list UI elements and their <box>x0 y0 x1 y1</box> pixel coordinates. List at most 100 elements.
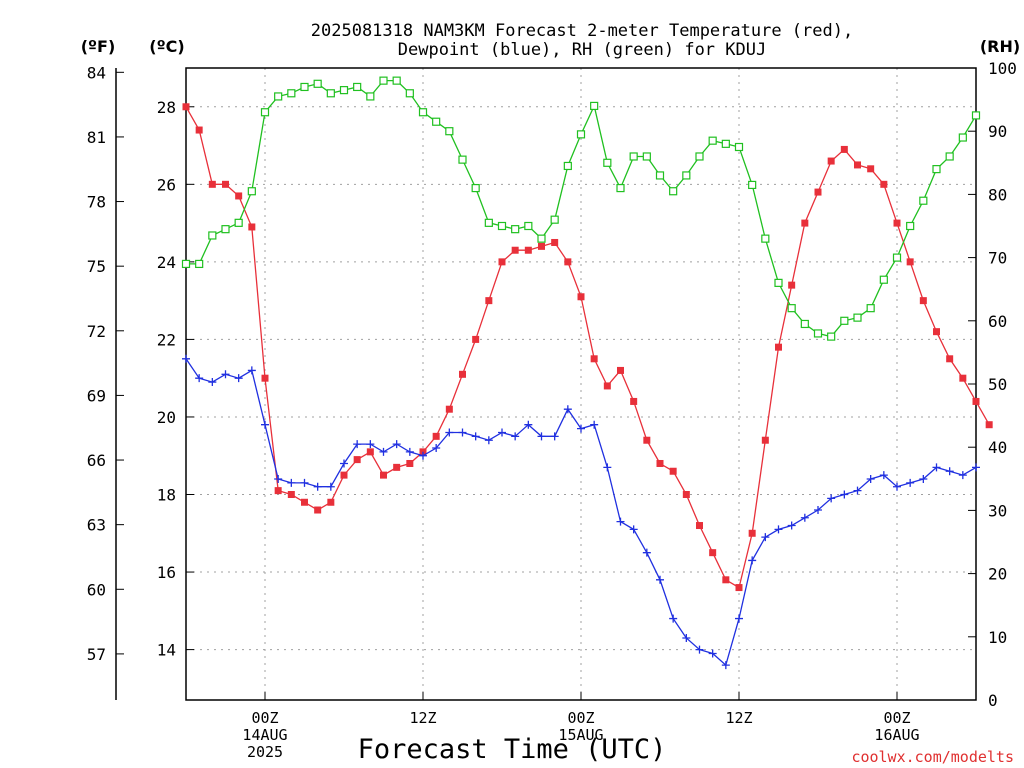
credit-label: coolwx.com/modelts <box>851 748 1014 766</box>
celsius-axis-label: (ºC) <box>149 37 184 56</box>
temperature-point <box>261 374 269 382</box>
temperature-point <box>485 297 493 305</box>
temperature-point <box>498 258 506 266</box>
rh-point <box>866 304 875 313</box>
dewpoint-point <box>866 474 875 483</box>
temperature-point <box>511 246 519 254</box>
dewpoint-point <box>195 374 204 383</box>
rh-tick-label: 40 <box>988 438 1007 457</box>
dewpoint-point <box>642 548 651 557</box>
rh-tick-label: 20 <box>988 565 1007 584</box>
fahrenheit-tick-label: 57 <box>87 645 106 664</box>
rh-tick-label: 80 <box>988 185 1007 204</box>
rh-point <box>813 329 823 338</box>
rh-tick-label: 30 <box>988 501 1007 520</box>
rh-point <box>234 218 243 227</box>
temperature-point <box>472 335 480 343</box>
rh-tick-label: 100 <box>988 59 1017 78</box>
rh-point <box>958 133 967 142</box>
temperature-point <box>380 471 387 479</box>
temperature-point <box>656 459 664 467</box>
temperature-point <box>827 157 835 165</box>
dewpoint-point <box>484 436 493 445</box>
celsius-tick-label: 28 <box>157 98 176 117</box>
celsius-tick-label: 26 <box>157 175 176 194</box>
temperature-point <box>761 436 769 444</box>
dewpoint-point <box>419 451 427 460</box>
rh-tick-label: 50 <box>988 375 1007 394</box>
rh-point <box>471 183 480 193</box>
rh-point <box>247 187 256 196</box>
x-axis-title: Forecast Time (UTC) <box>358 734 667 765</box>
dewpoint-point <box>182 354 190 363</box>
dewpoint-point <box>366 440 375 449</box>
rh-point <box>287 89 296 98</box>
data-series <box>181 76 993 670</box>
temperature-point <box>722 576 730 584</box>
rh-point <box>300 82 309 92</box>
rh-point <box>616 183 625 193</box>
fahrenheit-tick-label: 63 <box>87 516 106 535</box>
temperature-point <box>406 459 414 467</box>
rh-point <box>919 196 928 205</box>
rh-point <box>563 161 572 171</box>
temperature-point <box>919 297 927 305</box>
dewpoint-point <box>735 614 743 623</box>
dewpoint-point <box>221 370 230 379</box>
dewpoint-point <box>313 482 322 491</box>
dewpoint-point <box>524 420 533 429</box>
fahrenheit-tick-label: 72 <box>87 322 106 341</box>
fahrenheit-tick-label: 84 <box>87 63 106 82</box>
chart-title-line-2: Dewpoint (blue), RH (green) for KDUJ <box>398 40 766 60</box>
dewpoint-point <box>682 633 691 642</box>
temperature-point <box>946 355 954 363</box>
rh-point <box>761 234 770 243</box>
rh-point <box>366 92 375 101</box>
dewpoint-point <box>906 478 915 487</box>
dewpoint-point <box>445 428 454 437</box>
rh-point <box>260 108 270 117</box>
rh-point <box>787 304 796 313</box>
x-tick-label: 14AUG <box>242 726 287 744</box>
temperature-point <box>617 366 624 374</box>
rh-point <box>181 259 191 269</box>
temperature-point <box>814 188 822 196</box>
fahrenheit-tick-label: 66 <box>87 451 106 470</box>
temperature-point <box>301 498 308 506</box>
temperature-point <box>735 584 743 592</box>
rh-point <box>669 187 678 196</box>
fahrenheit-tick-label: 69 <box>87 386 106 405</box>
rh-point <box>445 127 454 136</box>
dewpoint-point <box>748 556 757 565</box>
temperature-point <box>366 448 374 456</box>
dewpoint-point <box>774 525 783 534</box>
dewpoint-point <box>656 575 664 584</box>
rh-point <box>971 111 981 120</box>
rh-point <box>524 221 533 231</box>
dewpoint-point <box>879 471 888 480</box>
rh-point <box>432 117 441 126</box>
dewpoint-point <box>458 428 467 437</box>
dewpoint-point <box>945 467 954 476</box>
celsius-tick-label: 14 <box>157 641 176 660</box>
dewpoint-point <box>695 645 704 654</box>
rh-point <box>353 82 362 92</box>
temperature-point <box>696 522 703 530</box>
temperature-point <box>906 258 914 266</box>
rh-point <box>708 136 717 145</box>
rh-point <box>879 275 888 284</box>
rh-point <box>629 152 638 161</box>
temperature-point <box>933 328 940 336</box>
x-tick-label: 00Z <box>567 709 594 727</box>
temperature-point <box>208 180 216 188</box>
rh-point <box>655 171 665 180</box>
rh-point <box>274 92 283 101</box>
rh-point <box>379 76 388 85</box>
dewpoint-point <box>405 447 414 456</box>
dewpoint-point <box>340 459 348 468</box>
temperature-point <box>840 145 848 153</box>
temperature-point <box>893 219 901 227</box>
rh-point <box>511 225 520 234</box>
